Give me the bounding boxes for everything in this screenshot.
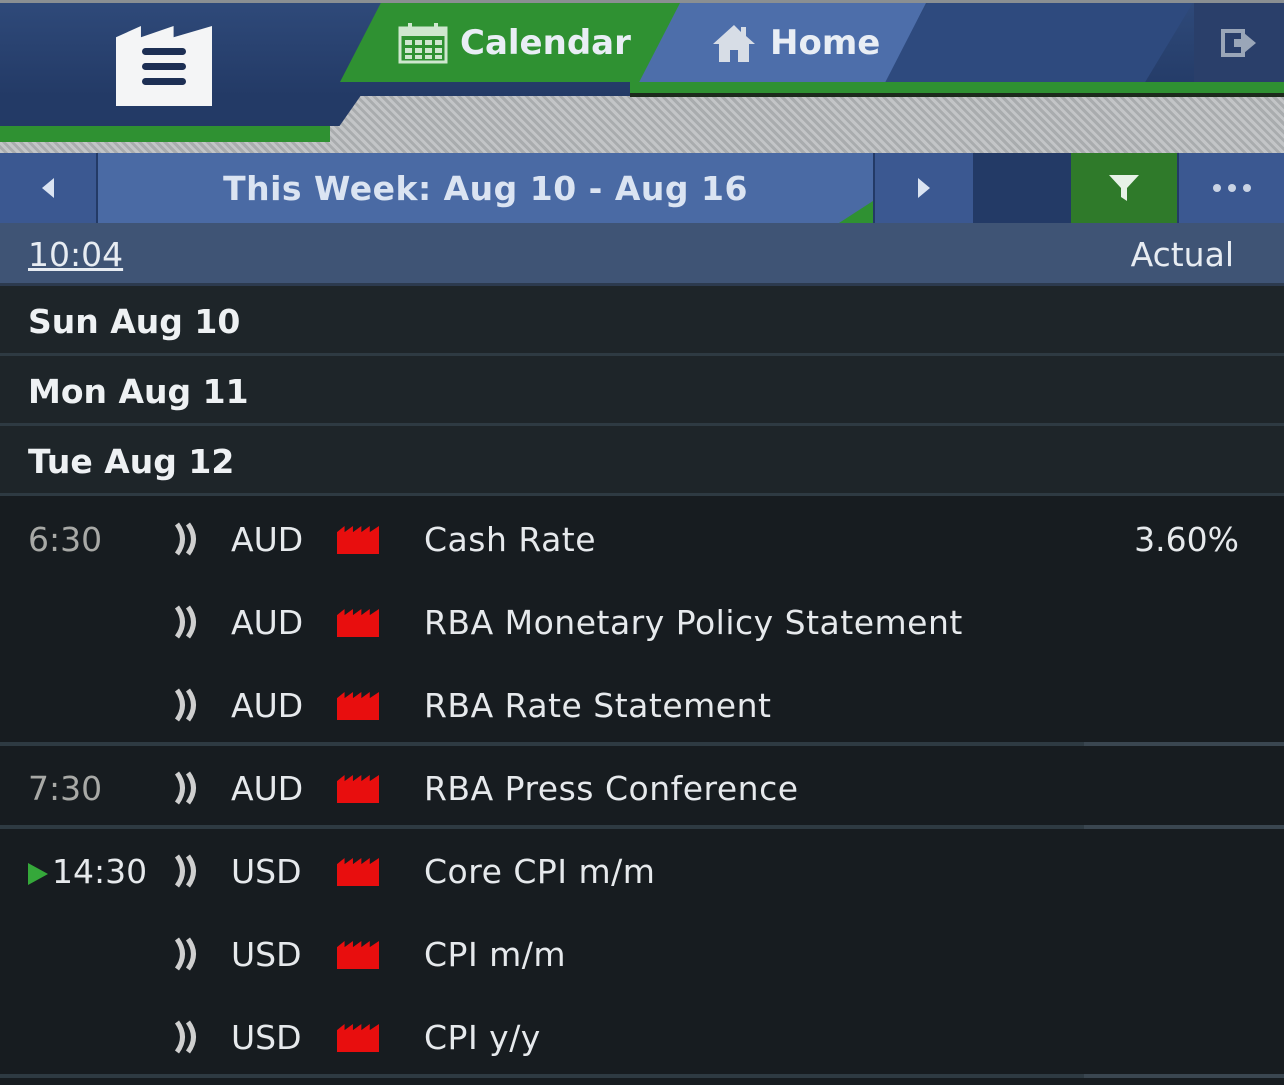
sound-icon[interactable] (174, 854, 202, 888)
tab-calendar[interactable]: Calendar (340, 3, 680, 82)
actual-column-header: Actual (1130, 235, 1234, 274)
high-impact-icon (337, 1024, 379, 1052)
menu-button[interactable] (116, 26, 212, 106)
event-currency: AUD (231, 686, 304, 725)
chevron-left-icon (42, 178, 54, 198)
home-icon (713, 24, 755, 62)
event-row[interactable]: USD CPI y/y (0, 996, 1284, 1079)
sound-icon[interactable] (174, 771, 202, 805)
more-icon-dot (1242, 184, 1251, 192)
more-options-button[interactable] (1179, 153, 1284, 223)
week-navigation: This Week: Aug 10 - Aug 16 (0, 153, 1284, 223)
sound-icon[interactable] (174, 522, 202, 556)
event-currency: AUD (231, 769, 304, 808)
event-time: 14:30 (52, 852, 148, 891)
high-impact-icon (337, 941, 379, 969)
event-currency: AUD (231, 520, 304, 559)
exit-button[interactable] (1194, 3, 1284, 82)
event-currency: AUD (231, 603, 304, 642)
event-row[interactable]: 7:30 AUD RBA Press Conference (0, 747, 1284, 830)
day-label: Sun Aug 10 (28, 302, 241, 341)
event-row[interactable]: USD CPI m/m (0, 913, 1284, 996)
day-label: Tue Aug 12 (28, 442, 235, 481)
event-currency: USD (231, 935, 302, 974)
high-impact-icon (337, 775, 379, 803)
event-currency: USD (231, 852, 302, 891)
calendar-icon (398, 22, 448, 63)
sound-icon[interactable] (174, 688, 202, 722)
sound-icon[interactable] (174, 937, 202, 971)
event-row[interactable]: 6:30 AUD Cash Rate 3.60% (0, 498, 1284, 581)
event-name: RBA Monetary Policy Statement (424, 603, 963, 642)
event-time: 7:30 (28, 769, 103, 808)
high-impact-icon (337, 858, 379, 886)
event-row[interactable]: 14:30 USD Core CPI m/m (0, 830, 1284, 913)
day-row[interactable]: Tue Aug 12 (0, 426, 1284, 496)
tab-empty (880, 3, 1193, 82)
event-name: RBA Rate Statement (424, 686, 772, 725)
event-name: CPI y/y (424, 1018, 541, 1057)
hamburger-icon-bar (142, 62, 186, 70)
hamburger-icon-bar (142, 77, 186, 85)
event-time: 6:30 (28, 520, 103, 559)
top-bar-accent-left (0, 126, 330, 142)
top-bar: Home Calendar (0, 0, 1284, 153)
group-divider (0, 1074, 1284, 1078)
next-week-button[interactable] (875, 153, 973, 223)
high-impact-icon (337, 526, 379, 554)
event-currency: USD (231, 1018, 302, 1057)
event-name: CPI m/m (424, 935, 567, 974)
event-row[interactable]: AUD RBA Monetary Policy Statement (0, 581, 1284, 664)
tab-home[interactable]: Home (636, 3, 926, 82)
top-border (0, 0, 1284, 3)
event-name: Cash Rate (424, 520, 597, 559)
group-divider (0, 742, 1284, 746)
tab-calendar-label: Calendar (460, 22, 631, 63)
sound-icon[interactable] (174, 1020, 202, 1054)
high-impact-icon (337, 692, 379, 720)
top-bar-accent-right (630, 82, 1284, 97)
high-impact-icon (337, 609, 379, 637)
hamburger-icon (142, 47, 186, 55)
tab-home-label: Home (770, 22, 881, 63)
current-time[interactable]: 10:04 (28, 235, 124, 274)
filter-button[interactable] (1071, 153, 1177, 223)
event-name: Core CPI m/m (424, 852, 656, 891)
more-icon-dot (1227, 184, 1236, 192)
filter-icon (1109, 175, 1139, 201)
table-header: 10:04 Actual (0, 223, 1284, 286)
event-name: RBA Press Conference (424, 769, 799, 808)
previous-week-button[interactable] (0, 153, 96, 223)
event-row[interactable]: AUD RBA Rate Statement (0, 664, 1284, 747)
day-row[interactable]: Mon Aug 11 (0, 356, 1284, 426)
week-title-label: This Week: Aug 10 - Aug 16 (223, 168, 748, 208)
event-actual: 3.60% (1134, 520, 1239, 559)
more-icon-dot (1212, 184, 1221, 192)
week-title[interactable]: This Week: Aug 10 - Aug 16 (98, 153, 873, 223)
group-divider (0, 825, 1284, 829)
day-row[interactable]: Sun Aug 10 (0, 286, 1284, 356)
day-label: Mon Aug 11 (28, 372, 249, 411)
exit-icon (1221, 28, 1256, 57)
sound-icon[interactable] (174, 605, 202, 639)
next-event-arrow-icon (28, 863, 48, 885)
chevron-right-icon (918, 178, 930, 198)
